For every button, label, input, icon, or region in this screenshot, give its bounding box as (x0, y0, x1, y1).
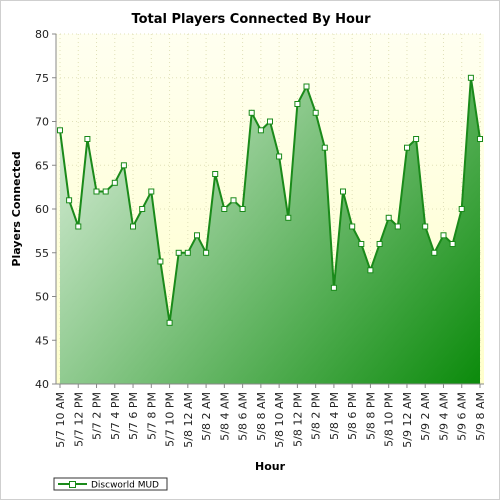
y-tick-label: 70 (35, 116, 49, 129)
y-tick-label: 55 (35, 247, 49, 260)
data-point (248, 109, 255, 116)
data-point (66, 197, 73, 204)
y-tick-label: 65 (35, 159, 49, 172)
x-tick-label: 5/8 4 AM (218, 392, 231, 441)
data-point (413, 136, 420, 142)
x-tick-label: 5/8 2 AM (200, 392, 213, 441)
data-point (358, 241, 365, 247)
data-point (139, 206, 146, 212)
x-tick-label: 5/9 6 AM (456, 392, 469, 441)
x-tick-label: 5/8 12 AM (182, 392, 195, 448)
x-tick-label: 5/7 10 PM (164, 392, 177, 447)
data-point (175, 249, 182, 256)
data-point (93, 188, 100, 195)
data-point (130, 223, 136, 230)
y-tick-label: 45 (35, 334, 49, 347)
y-axis-title: Players Connected (10, 151, 23, 266)
x-tick-label: 5/7 10 AM (54, 392, 67, 448)
data-point (230, 197, 237, 204)
x-ticks: 5/7 10 AM 5/7 12 PM 5/7 2 PM 5/7 4 PM 5/7 6 … (54, 384, 487, 448)
y-tick-label: 60 (35, 203, 49, 216)
legend-box (53, 477, 168, 491)
data-point (312, 109, 319, 116)
data-point (458, 206, 465, 212)
data-point (330, 284, 337, 291)
data-point (203, 249, 210, 256)
data-point (75, 223, 82, 230)
chart-title: Total Players Connected By Hour (131, 12, 371, 27)
data-point (239, 206, 246, 212)
x-tick-label: 5/7 6 PM (127, 392, 140, 440)
data-point (303, 83, 310, 90)
x-tick-label: 5/8 12 PM (291, 392, 304, 447)
data-point (157, 258, 164, 265)
x-tick-label: 5/7 4 PM (109, 392, 122, 440)
data-point (194, 232, 200, 239)
data-point (321, 144, 328, 151)
x-tick-label: 5/9 4 AM (437, 392, 450, 441)
x-tick-label: 5/7 8 PM (145, 392, 158, 440)
data-point (285, 214, 292, 221)
data-point (120, 162, 127, 169)
series-area (60, 77, 480, 385)
data-point (111, 179, 118, 186)
data-point (440, 232, 447, 239)
x-tick-label: 5/8 6 AM (237, 392, 250, 441)
x-tick-label: 5/7 2 PM (91, 392, 104, 440)
x-axis-title: Hour (255, 460, 286, 473)
x-tick-label: 5/8 8 AM (255, 392, 268, 441)
data-point (367, 267, 374, 274)
legend-swatch-marker (69, 481, 76, 488)
data-point (449, 241, 456, 247)
data-point (431, 249, 438, 256)
data-point (166, 319, 173, 326)
data-point (267, 118, 273, 125)
data-point (340, 188, 346, 195)
y-tick-label: 80 (35, 28, 49, 41)
x-tick-label: 5/8 8 PM (364, 392, 377, 440)
data-point (376, 241, 383, 247)
data-point (102, 188, 109, 195)
data-point (294, 101, 301, 107)
data-point (404, 144, 410, 151)
data-point (148, 188, 155, 195)
x-tick-label: 5/8 2 PM (310, 392, 323, 440)
x-tick-label: 5/9 8 AM (474, 392, 487, 441)
data-point (212, 171, 219, 177)
data-point (385, 214, 392, 221)
data-point (57, 127, 63, 134)
data-point (257, 127, 264, 134)
data-point (467, 74, 474, 81)
y-ticks: 40 45 50 55 60 65 70 75 80 (35, 28, 56, 391)
y-tick-label: 40 (35, 378, 49, 391)
x-tick-label: 5/8 10 AM (273, 392, 286, 448)
legend: Discworld MUD (53, 477, 168, 491)
x-tick-label: 5/7 12 PM (72, 392, 85, 447)
data-point (394, 223, 401, 230)
data-point (349, 223, 356, 230)
data-point (276, 153, 283, 160)
data-point (477, 136, 483, 142)
x-tick-label: 5/9 12 AM (401, 392, 414, 448)
y-tick-label: 50 (35, 291, 49, 304)
data-point (184, 249, 191, 256)
x-tick-label: 5/8 6 PM (346, 392, 359, 440)
y-tick-label: 75 (35, 72, 49, 85)
data-point (422, 223, 429, 230)
legend-label: Discworld MUD (91, 481, 159, 491)
data-point (84, 136, 91, 142)
x-tick-label: 5/8 10 PM (383, 392, 396, 447)
x-tick-label: 5/8 4 PM (328, 392, 341, 440)
x-tick-label: 5/9 2 AM (419, 392, 432, 441)
points-layer (57, 74, 483, 326)
data-point (221, 206, 228, 212)
